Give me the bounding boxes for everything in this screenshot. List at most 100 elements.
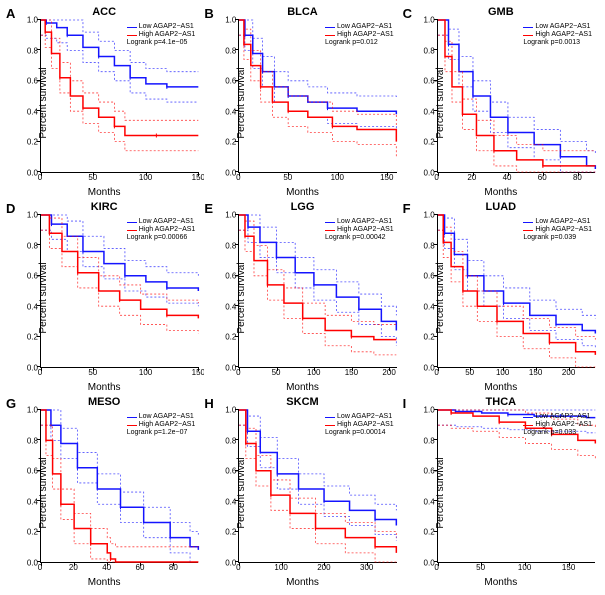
- legend-high-label: High AGAP2−AS1: [337, 31, 394, 39]
- plot-title: ACC: [92, 6, 116, 18]
- x-tick-label: 150: [380, 173, 393, 182]
- legend-pvalue: Logrank p=0.012: [325, 39, 394, 47]
- y-tick-label: 1.0: [424, 406, 435, 415]
- plot-title: BLCA: [287, 6, 318, 18]
- y-tick-label: 0.8: [225, 46, 236, 55]
- y-tick-label: 0.4: [424, 107, 435, 116]
- legend: Low AGAP2−AS1High AGAP2−AS1Logrank p=0.0…: [523, 413, 592, 437]
- plot-area: Low AGAP2−AS1High AGAP2−AS1Logrank p=0.0…: [437, 410, 595, 563]
- x-tick-label: 40: [102, 563, 111, 572]
- x-axis-label: Months: [484, 187, 517, 198]
- y-tick-label: 1.0: [424, 211, 435, 220]
- plot-area: Low AGAP2−AS1High AGAP2−AS1Logrank p=0.0…: [437, 20, 595, 173]
- survival-panel-kirc: DKIRCPercent survivalMonthsLow AGAP2−AS1…: [6, 201, 202, 394]
- x-tick-label: 60: [538, 173, 547, 182]
- panel-letter: D: [6, 201, 15, 216]
- x-ticks: 0100200300: [238, 563, 396, 575]
- y-tick-label: 0.6: [27, 467, 38, 476]
- legend-high-label: High AGAP2−AS1: [139, 31, 196, 39]
- x-axis-label: Months: [286, 382, 319, 393]
- y-ticks: 0.00.20.40.60.81.0: [423, 410, 437, 563]
- legend-high-label: High AGAP2−AS1: [139, 421, 196, 429]
- x-tick-label: 100: [518, 563, 531, 572]
- legend-pvalue: Logrank p=0.033: [523, 429, 592, 437]
- x-tick-label: 300: [360, 563, 373, 572]
- x-ticks: 020406080: [437, 173, 595, 185]
- x-tick-label: 40: [503, 173, 512, 182]
- legend-high-label: High AGAP2−AS1: [535, 226, 592, 234]
- legend-pvalue: Logrank p=1.2e−07: [127, 429, 196, 437]
- x-axis-label: Months: [484, 382, 517, 393]
- y-tick-label: 0.2: [225, 528, 236, 537]
- survival-panel-gmb: CGMBPercent survivalMonthsLow AGAP2−AS1H…: [403, 6, 599, 199]
- legend-low-label: Low AGAP2−AS1: [139, 23, 194, 31]
- legend: Low AGAP2−AS1High AGAP2−AS1Logrank p=1.2…: [127, 413, 196, 437]
- y-tick-label: 0.6: [424, 272, 435, 281]
- panel-letter: E: [204, 201, 213, 216]
- y-tick-label: 0.8: [27, 46, 38, 55]
- legend-low-label: Low AGAP2−AS1: [535, 413, 590, 421]
- x-axis-label: Months: [484, 577, 517, 588]
- y-tick-label: 0.4: [27, 302, 38, 311]
- legend-high-label: High AGAP2−AS1: [337, 421, 394, 429]
- plot-area: Low AGAP2−AS1High AGAP2−AS1Logrank p=0.0…: [437, 215, 595, 368]
- plot-title: LUAD: [486, 201, 517, 213]
- survival-panel-skcm: HSKCMPercent survivalMonthsLow AGAP2−AS1…: [204, 396, 400, 589]
- x-tick-label: 150: [529, 368, 542, 377]
- x-tick-label: 100: [307, 368, 320, 377]
- plot-area: Low AGAP2−AS1High AGAP2−AS1Logrank p=4.1…: [40, 20, 198, 173]
- plot-title: KIRC: [91, 201, 118, 213]
- plot-title: GMB: [488, 6, 514, 18]
- y-tick-label: 0.2: [27, 138, 38, 147]
- plot-title: LGG: [291, 201, 315, 213]
- y-tick-label: 1.0: [424, 16, 435, 25]
- legend-low-label: Low AGAP2−AS1: [535, 23, 590, 31]
- x-tick-label: 50: [476, 563, 485, 572]
- y-tick-label: 0.8: [27, 436, 38, 445]
- x-tick-label: 0: [434, 368, 438, 377]
- x-tick-label: 50: [272, 368, 281, 377]
- y-tick-label: 0.0: [27, 559, 38, 568]
- x-tick-label: 150: [562, 563, 575, 572]
- legend-pvalue: Logrank p=4.1e−05: [127, 39, 196, 47]
- y-tick-label: 0.6: [225, 77, 236, 86]
- y-tick-label: 0.2: [225, 333, 236, 342]
- y-tick-label: 0.8: [424, 46, 435, 55]
- legend-low-label: Low AGAP2−AS1: [337, 413, 392, 421]
- legend-low-label: Low AGAP2−AS1: [139, 413, 194, 421]
- y-tick-label: 0.4: [424, 497, 435, 506]
- y-tick-label: 0.8: [225, 241, 236, 250]
- y-tick-label: 0.4: [225, 302, 236, 311]
- y-tick-label: 0.4: [225, 497, 236, 506]
- panel-letter: C: [403, 6, 412, 21]
- x-tick-label: 150: [345, 368, 358, 377]
- x-tick-label: 100: [139, 173, 152, 182]
- y-tick-label: 0.2: [225, 138, 236, 147]
- y-tick-label: 0.6: [424, 467, 435, 476]
- y-tick-label: 1.0: [225, 211, 236, 220]
- x-tick-label: 20: [467, 173, 476, 182]
- y-tick-label: 0.6: [225, 272, 236, 281]
- x-ticks: 050100150200: [437, 368, 595, 380]
- y-ticks: 0.00.20.40.60.81.0: [423, 20, 437, 173]
- panel-letter: G: [6, 396, 16, 411]
- x-tick-label: 150: [192, 368, 205, 377]
- y-tick-label: 0.0: [424, 559, 435, 568]
- plot-area: Low AGAP2−AS1High AGAP2−AS1Logrank p=0.0…: [40, 215, 198, 368]
- x-tick-label: 50: [465, 368, 474, 377]
- plot-area: Low AGAP2−AS1High AGAP2−AS1Logrank p=0.0…: [238, 20, 396, 173]
- x-tick-label: 50: [88, 173, 97, 182]
- plot-area: Low AGAP2−AS1High AGAP2−AS1Logrank p=1.2…: [40, 410, 198, 563]
- survival-panel-blca: BBLCAPercent survivalMonthsLow AGAP2−AS1…: [204, 6, 400, 199]
- x-tick-label: 50: [88, 368, 97, 377]
- y-tick-label: 0.0: [225, 559, 236, 568]
- x-tick-label: 0: [38, 563, 42, 572]
- x-tick-label: 80: [169, 563, 178, 572]
- x-axis-label: Months: [88, 577, 121, 588]
- legend-high-label: High AGAP2−AS1: [535, 31, 592, 39]
- legend-pvalue: Logrank p=0.00042: [325, 234, 394, 242]
- panel-letter: F: [403, 201, 411, 216]
- plot-title: THCA: [486, 396, 517, 408]
- plot-area: Low AGAP2−AS1High AGAP2−AS1Logrank p=0.0…: [238, 410, 396, 563]
- y-tick-label: 0.0: [27, 364, 38, 373]
